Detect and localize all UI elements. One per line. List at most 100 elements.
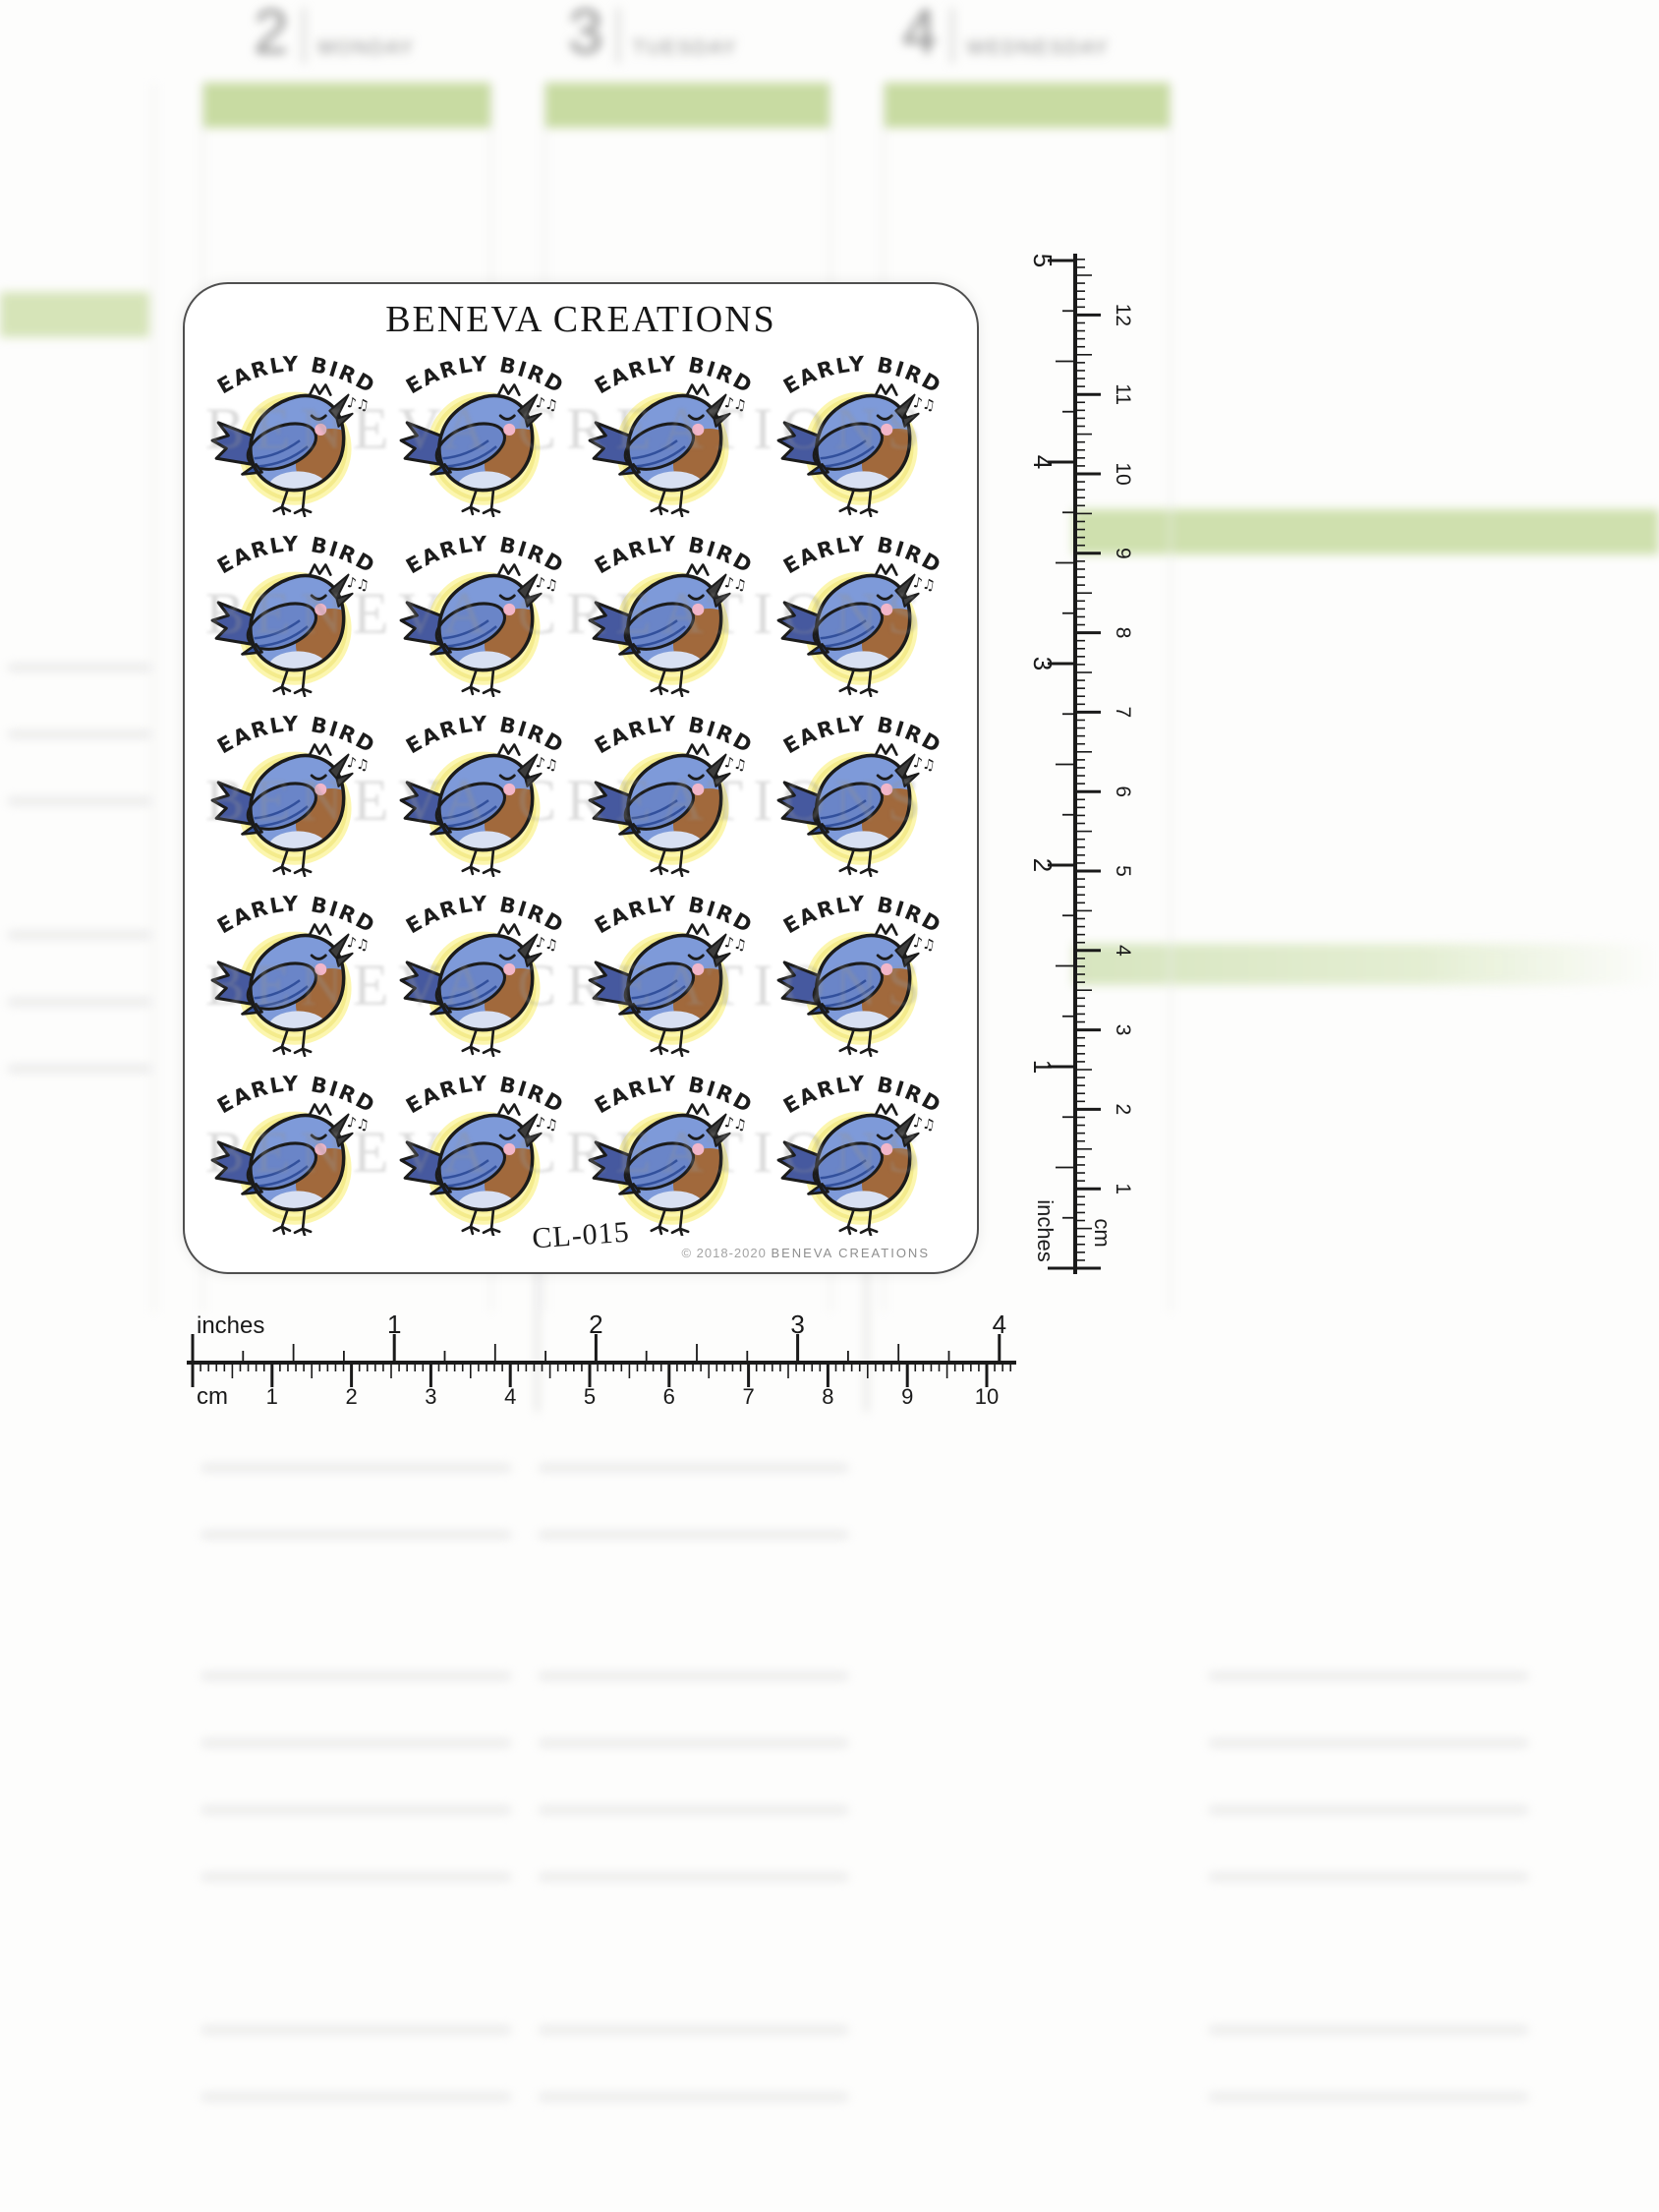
bg-line bbox=[539, 2027, 848, 2033]
bg-line bbox=[1209, 1740, 1528, 1746]
planner-green-band bbox=[1073, 509, 1659, 554]
v-ruler-cm-number: 9 bbox=[1112, 548, 1134, 559]
bg-line bbox=[539, 1465, 848, 1471]
watermark-text: BENEVA CREATIONS bbox=[204, 768, 931, 833]
bg-line bbox=[1209, 1673, 1528, 1679]
horizontal-ruler: inches 1 2 3 4 cm 1 2 3 4 5 6 7 8 9 10 bbox=[187, 1310, 1016, 1408]
weekday-label: TUESDAY bbox=[632, 37, 738, 59]
weekday-number: 2 bbox=[254, 0, 289, 67]
planner-green-bar bbox=[543, 83, 831, 128]
planner-column-border bbox=[865, 1266, 868, 1412]
bg-line bbox=[8, 1066, 151, 1072]
planner-column-border bbox=[536, 1266, 539, 1412]
bg-line bbox=[8, 999, 151, 1005]
h-ruler-cm-number: 9 bbox=[901, 1384, 913, 1408]
bg-line bbox=[201, 2027, 511, 2033]
v-ruler-inch-label: inches bbox=[1033, 1199, 1058, 1262]
bg-line bbox=[201, 2094, 511, 2100]
planner-column-border bbox=[1170, 83, 1172, 1311]
v-ruler-inch-number: 3 bbox=[1028, 657, 1058, 670]
v-ruler-cm-label: cm bbox=[1090, 1218, 1115, 1247]
bg-line bbox=[201, 1807, 511, 1813]
weekday-header-tuesday: 3 TUESDAY bbox=[568, 0, 738, 67]
v-ruler-inch-number: 1 bbox=[1028, 1060, 1058, 1074]
bg-line bbox=[539, 1874, 848, 1880]
v-ruler-cm-number: 4 bbox=[1112, 945, 1134, 957]
h-ruler-inch-number: 2 bbox=[589, 1310, 602, 1339]
bg-line bbox=[201, 1532, 511, 1538]
bg-line bbox=[201, 1740, 511, 1746]
v-ruler-cm-number: 3 bbox=[1112, 1024, 1134, 1036]
v-ruler-cm-number: 6 bbox=[1112, 786, 1134, 797]
bg-line bbox=[1209, 2027, 1528, 2033]
watermark-text: BENEVA CREATIONS bbox=[204, 396, 931, 461]
planner-green-bar bbox=[201, 83, 492, 128]
h-ruler-cm-number: 5 bbox=[584, 1384, 596, 1408]
sticker-sheet: BENEVA CREATIONS CL-015 © 2018-2020 BENE… bbox=[183, 282, 979, 1274]
h-ruler-cm-number: 2 bbox=[345, 1384, 357, 1408]
weekday-label: WEDNESDAY bbox=[966, 37, 1111, 59]
v-ruler-cm-number: 5 bbox=[1112, 865, 1134, 877]
v-ruler-cm-number: 7 bbox=[1112, 707, 1134, 719]
h-ruler-cm-number: 3 bbox=[425, 1384, 436, 1408]
bg-line bbox=[539, 1673, 848, 1679]
bg-line bbox=[8, 932, 151, 938]
copyright-brand: BENEVA CREATIONS bbox=[771, 1246, 930, 1260]
h-ruler-cm-number: 6 bbox=[663, 1384, 675, 1408]
weekday-header-monday: 2 MONDAY bbox=[254, 0, 415, 67]
planner-column-border bbox=[153, 84, 155, 1312]
copyright-line: © 2018-2020 BENEVA CREATIONS bbox=[681, 1246, 930, 1260]
weekday-number: 4 bbox=[902, 0, 938, 67]
weekday-label: MONDAY bbox=[317, 37, 415, 59]
h-ruler-cm-number: 4 bbox=[504, 1384, 516, 1408]
v-ruler-cm-number: 8 bbox=[1112, 627, 1134, 639]
h-ruler-inch-number: 3 bbox=[790, 1310, 804, 1339]
h-ruler-cm-number: 1 bbox=[266, 1384, 278, 1408]
bg-line bbox=[539, 1532, 848, 1538]
watermark-text: BENEVA CREATIONS bbox=[204, 1120, 931, 1185]
bg-line bbox=[8, 665, 151, 670]
planner-green-band bbox=[1073, 944, 1659, 985]
bg-line bbox=[8, 798, 151, 804]
watermark-text: BENEVA CREATIONS bbox=[204, 953, 931, 1018]
bg-line bbox=[1209, 1874, 1528, 1880]
v-ruler-inch-number: 5 bbox=[1028, 254, 1058, 267]
v-ruler-cm-number: 11 bbox=[1112, 383, 1134, 405]
planner-green-bar bbox=[0, 292, 149, 337]
copyright-years: © 2018-2020 bbox=[681, 1246, 767, 1260]
bg-line bbox=[539, 1807, 848, 1813]
weekday-divider bbox=[950, 8, 953, 63]
h-ruler-cm-number: 10 bbox=[975, 1384, 999, 1408]
h-ruler-inch-number: 4 bbox=[993, 1310, 1006, 1339]
v-ruler-cm-number: 12 bbox=[1112, 304, 1134, 326]
h-ruler-cm-label: cm bbox=[197, 1383, 228, 1408]
h-ruler-cm-number: 8 bbox=[822, 1384, 833, 1408]
v-ruler-cm-number: 1 bbox=[1112, 1183, 1134, 1194]
bg-line bbox=[201, 1874, 511, 1880]
weekday-divider bbox=[616, 8, 619, 63]
watermark-text: BENEVA CREATIONS bbox=[204, 581, 931, 646]
h-ruler-inch-label: inches bbox=[197, 1312, 264, 1339]
weekday-divider bbox=[302, 8, 305, 63]
bg-line bbox=[8, 731, 151, 737]
bg-line bbox=[201, 1465, 511, 1471]
weekday-header-wednesday: 4 WEDNESDAY bbox=[902, 0, 1111, 67]
weekday-number: 3 bbox=[568, 0, 603, 67]
h-ruler-cm-number: 7 bbox=[742, 1384, 754, 1408]
brand-title: BENEVA CREATIONS bbox=[385, 299, 776, 340]
bg-line bbox=[539, 2094, 848, 2100]
vertical-ruler: 5 4 3 2 1 12 11 10 9 8 7 6 5 4 3 2 1 inches cm bbox=[1028, 254, 1134, 1274]
product-code: CL-015 bbox=[531, 1215, 631, 1255]
bg-line bbox=[1209, 1807, 1528, 1813]
v-ruler-cm-number: 2 bbox=[1112, 1104, 1134, 1116]
bg-line bbox=[201, 1673, 511, 1679]
v-ruler-inch-number: 4 bbox=[1028, 455, 1058, 469]
bg-line bbox=[1209, 2094, 1528, 2100]
bg-line bbox=[539, 1740, 848, 1746]
planner-green-bar bbox=[883, 83, 1172, 128]
v-ruler-cm-number: 10 bbox=[1112, 462, 1134, 485]
v-ruler-inch-number: 2 bbox=[1028, 858, 1058, 872]
h-ruler-inch-number: 1 bbox=[387, 1310, 401, 1339]
